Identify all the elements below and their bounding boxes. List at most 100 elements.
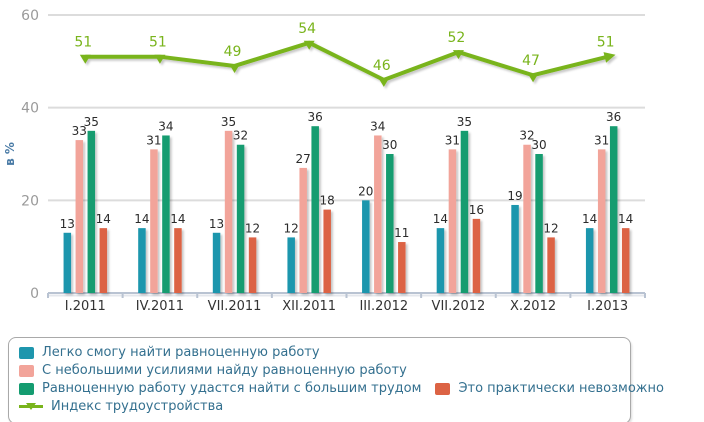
- bar: [448, 149, 457, 293]
- bar: [311, 126, 319, 293]
- line-value-label: 52: [448, 30, 466, 46]
- bar: [75, 140, 84, 293]
- bar-value-label: 35: [221, 115, 236, 129]
- bar: [362, 200, 370, 293]
- bar: [398, 242, 406, 293]
- index-line: [85, 40, 609, 82]
- bar-value-label: 35: [457, 115, 472, 129]
- legend-label: Равноценную работу удастся найти с больш…: [42, 381, 422, 396]
- legend-swatch-icon: [435, 382, 451, 395]
- bar: [523, 144, 531, 293]
- bar-value-label: 16: [469, 203, 484, 217]
- bar-value-label: 12: [245, 221, 260, 235]
- y-tick-label: 40: [21, 101, 39, 117]
- legend-row: Равноценную работу удастся найти с больш…: [19, 380, 664, 397]
- legend-row: Легко смогу найти равноценную работу: [19, 344, 620, 361]
- bar: [535, 154, 543, 293]
- bar-value-label: 35: [84, 115, 99, 129]
- category-label: X.2012: [510, 299, 556, 314]
- bar-value-label: 34: [370, 119, 385, 133]
- bar: [374, 135, 382, 293]
- line-marker-triangle-icon: [452, 50, 464, 60]
- category-label: III.2012: [359, 299, 408, 314]
- line-value-label: 46: [373, 58, 391, 74]
- legend-item: Равноценную работу удастся найти с больш…: [19, 380, 421, 397]
- bar: [99, 228, 108, 293]
- bar: [138, 228, 146, 293]
- bar-value-label: 14: [134, 212, 149, 226]
- legend-label: Легко смогу найти равноценную работу: [42, 345, 320, 360]
- line-group: [79, 40, 616, 87]
- bar-value-label: 18: [320, 194, 335, 208]
- bar-value-label: 13: [60, 217, 75, 231]
- line-value-label: 47: [522, 53, 540, 69]
- bar-value-label: 32: [519, 129, 534, 143]
- line-value-label: 51: [597, 35, 615, 51]
- y-axis-title: в %: [3, 142, 17, 166]
- y-tick-label: 20: [21, 193, 39, 209]
- bar: [63, 232, 72, 293]
- legend-label: Это практически невозможно: [458, 381, 664, 396]
- bar: [299, 167, 307, 293]
- category-label: VII.2012: [432, 299, 486, 314]
- bar-value-label: 31: [146, 133, 161, 147]
- y-tick-label: 60: [21, 8, 39, 24]
- bar: [386, 154, 394, 293]
- bar-value-label: 31: [594, 133, 609, 147]
- legend-swatch-icon: [19, 382, 34, 395]
- line-marker-triangle-icon: [79, 54, 91, 64]
- bar: [609, 126, 618, 293]
- bar: [248, 237, 257, 293]
- bar: [224, 130, 233, 293]
- legend-line-marker-icon: [19, 403, 43, 410]
- line-marker-triangle-icon: [229, 63, 241, 73]
- bar: [472, 218, 481, 293]
- bar-value-label: 30: [382, 138, 397, 152]
- line-marker-triangle-icon: [378, 77, 390, 87]
- bar: [621, 228, 630, 293]
- legend-swatch-icon: [19, 364, 34, 377]
- bar: [87, 130, 96, 293]
- bar: [436, 228, 445, 293]
- bar: [585, 228, 594, 293]
- bar-value-label: 27: [296, 152, 311, 166]
- category-label: XII.2011: [282, 299, 336, 314]
- line-marker-triangle-icon: [527, 73, 539, 83]
- bar: [460, 130, 469, 293]
- bar-value-label: 32: [233, 129, 248, 143]
- bar-value-label: 36: [606, 110, 621, 124]
- bar-value-label: 36: [308, 110, 323, 124]
- legend-swatch-icon: [19, 346, 34, 359]
- bar: [323, 209, 331, 293]
- line-value-label: 51: [74, 35, 92, 51]
- legend-label: Индекс трудоустройства: [51, 399, 224, 414]
- bar-value-label: 12: [543, 221, 558, 235]
- bar-value-label: 30: [531, 138, 546, 152]
- bar: [511, 204, 519, 293]
- bar-value-label: 12: [284, 221, 299, 235]
- bar: [287, 237, 295, 293]
- bar-value-label: 14: [618, 212, 633, 226]
- bar: [597, 149, 606, 293]
- legend-item: С небольшими усилиями найду равноценную …: [19, 362, 407, 379]
- bar-value-label: 14: [582, 212, 597, 226]
- bar: [162, 135, 170, 293]
- line-arrow-icon: [603, 52, 616, 63]
- chart-legend: Легко смогу найти равноценную работу С не…: [8, 337, 664, 422]
- category-label: I.2011: [65, 299, 106, 314]
- bar-value-label: 33: [72, 124, 87, 138]
- legend-label: С небольшими усилиями найду равноценную …: [42, 363, 407, 378]
- bar: [174, 228, 182, 293]
- bars-group: [63, 126, 630, 293]
- bar: [150, 149, 158, 293]
- bar-value-label: 13: [209, 217, 224, 231]
- legend-triangle-icon: [26, 403, 36, 410]
- legend-item: Индекс трудоустройства: [19, 398, 223, 415]
- category-label: VII.2011: [208, 299, 262, 314]
- legend-row: Индекс трудоустройства: [19, 398, 620, 415]
- legend-row: С небольшими усилиями найду равноценную …: [19, 362, 620, 379]
- bar-value-label: 19: [507, 189, 522, 203]
- bar-value-label: 14: [433, 212, 448, 226]
